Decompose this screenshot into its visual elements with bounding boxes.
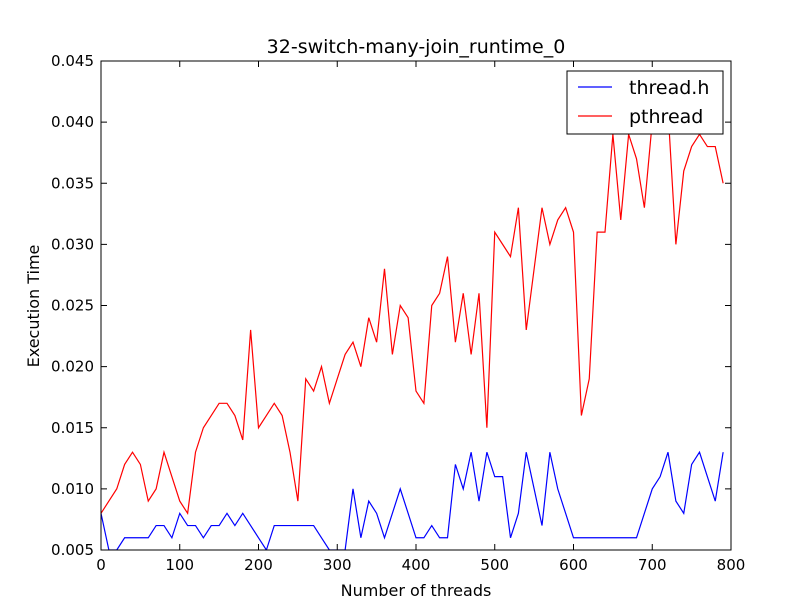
- x-tick-label: 700: [638, 556, 667, 574]
- x-axis-label: Number of threads: [341, 581, 492, 600]
- y-tick-label: 0.035: [51, 174, 94, 192]
- x-tick-label: 300: [323, 556, 352, 574]
- y-tick-label: 0.045: [51, 52, 94, 70]
- x-tick-label: 400: [402, 556, 431, 574]
- y-tick-label: 0.005: [51, 541, 94, 559]
- y-tick-label: 0.010: [51, 480, 94, 498]
- legend-box: [566, 70, 724, 135]
- x-axis: 0 100 200 300 400 500 600 700 800: [96, 61, 745, 574]
- x-tick-label: 0: [96, 556, 106, 574]
- chart-title: 32-switch-many-join_runtime_0: [267, 36, 566, 58]
- series-line-thread-h: [101, 450, 724, 550]
- y-tick-label: 0.020: [51, 358, 94, 376]
- y-tick-label: 0.030: [51, 235, 94, 253]
- x-tick-label: 200: [244, 556, 273, 574]
- plot-lines: [101, 108, 724, 550]
- x-tick-label: 600: [559, 556, 588, 574]
- x-tick-label: 100: [165, 556, 194, 574]
- series-line-pthread: [101, 108, 724, 516]
- y-axis: 0.005 0.010 0.015 0.020 0.025 0.030 0.035 0.040…: [51, 52, 731, 559]
- y-tick-label: 0.025: [51, 297, 94, 315]
- x-tick-label: 500: [480, 556, 509, 574]
- legend: thread.h pthread: [566, 70, 724, 135]
- legend-label-pthread: pthread: [629, 106, 703, 128]
- y-axis-label: Execution Time: [24, 245, 43, 368]
- y-tick-label: 0.015: [51, 419, 94, 437]
- y-tick-label: 0.040: [51, 113, 94, 131]
- x-tick-label: 800: [717, 556, 746, 574]
- legend-label-thread-h: thread.h: [629, 77, 709, 99]
